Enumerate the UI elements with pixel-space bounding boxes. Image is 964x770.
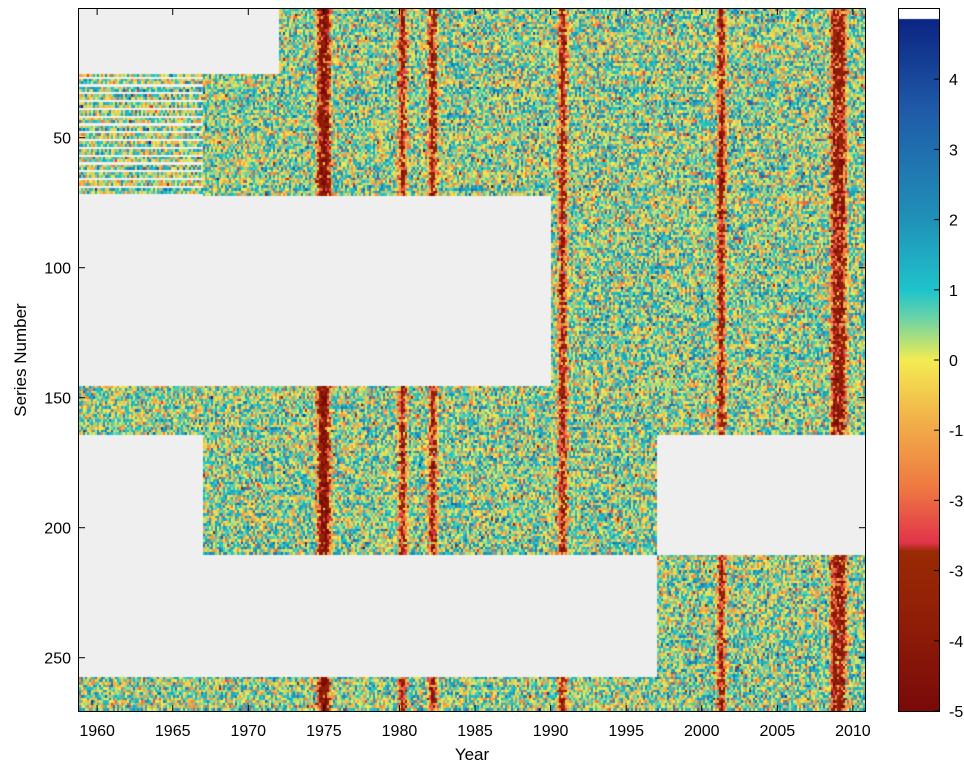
colorbar-frame [898,8,940,712]
colorbar-tick-label: 0 [949,353,958,370]
x-tick-label: 1985 [457,723,493,740]
x-tick-label: 1975 [306,723,342,740]
colorbar-tick-label: 4 [949,72,958,89]
x-tick-label: 1980 [382,723,418,740]
colorbar-tick-label: -4 [949,634,963,651]
y-axis-label: Series Number [11,303,30,417]
x-tick-label: 1970 [230,723,266,740]
y-tick-label: 100 [44,261,71,278]
colorbar-gradient [899,9,939,711]
y-axis: 50 100 150 200 250 [44,131,865,668]
x-tick-label: 1960 [79,723,115,740]
colorbar-tick-label: 1 [949,283,958,300]
heatmap-image [79,9,865,711]
x-tick-label: 1990 [533,723,569,740]
colorbar-tick-label: -3 [949,564,963,581]
x-axis-label: Year [455,745,490,764]
colorbar-tick-label: 2 [949,213,958,230]
x-tick-label: 2005 [760,723,796,740]
plot-area-frame [78,8,866,712]
y-tick-label: 250 [44,651,71,668]
colorbar-tick-label: -1 [949,423,963,440]
colorbar-tick-label: 3 [949,142,958,159]
x-axis: 1960 1965 1970 1975 1980 1985 1990 1995 2000 2005… [79,9,871,740]
x-tick-label: 1965 [155,723,191,740]
y-tick-label: 50 [53,131,71,148]
y-tick-label: 200 [44,521,71,538]
y-tick-label: 150 [44,391,71,408]
x-tick-label: 2010 [835,723,871,740]
colorbar-tick-label: -3 [949,493,963,510]
x-tick-label: 2000 [684,723,720,740]
colorbar-axis: 4 3 2 1 0 -1 -3 -3 -4 -5 [934,72,963,721]
x-tick-label: 1995 [608,723,644,740]
colorbar-tick-label: -5 [949,704,963,721]
